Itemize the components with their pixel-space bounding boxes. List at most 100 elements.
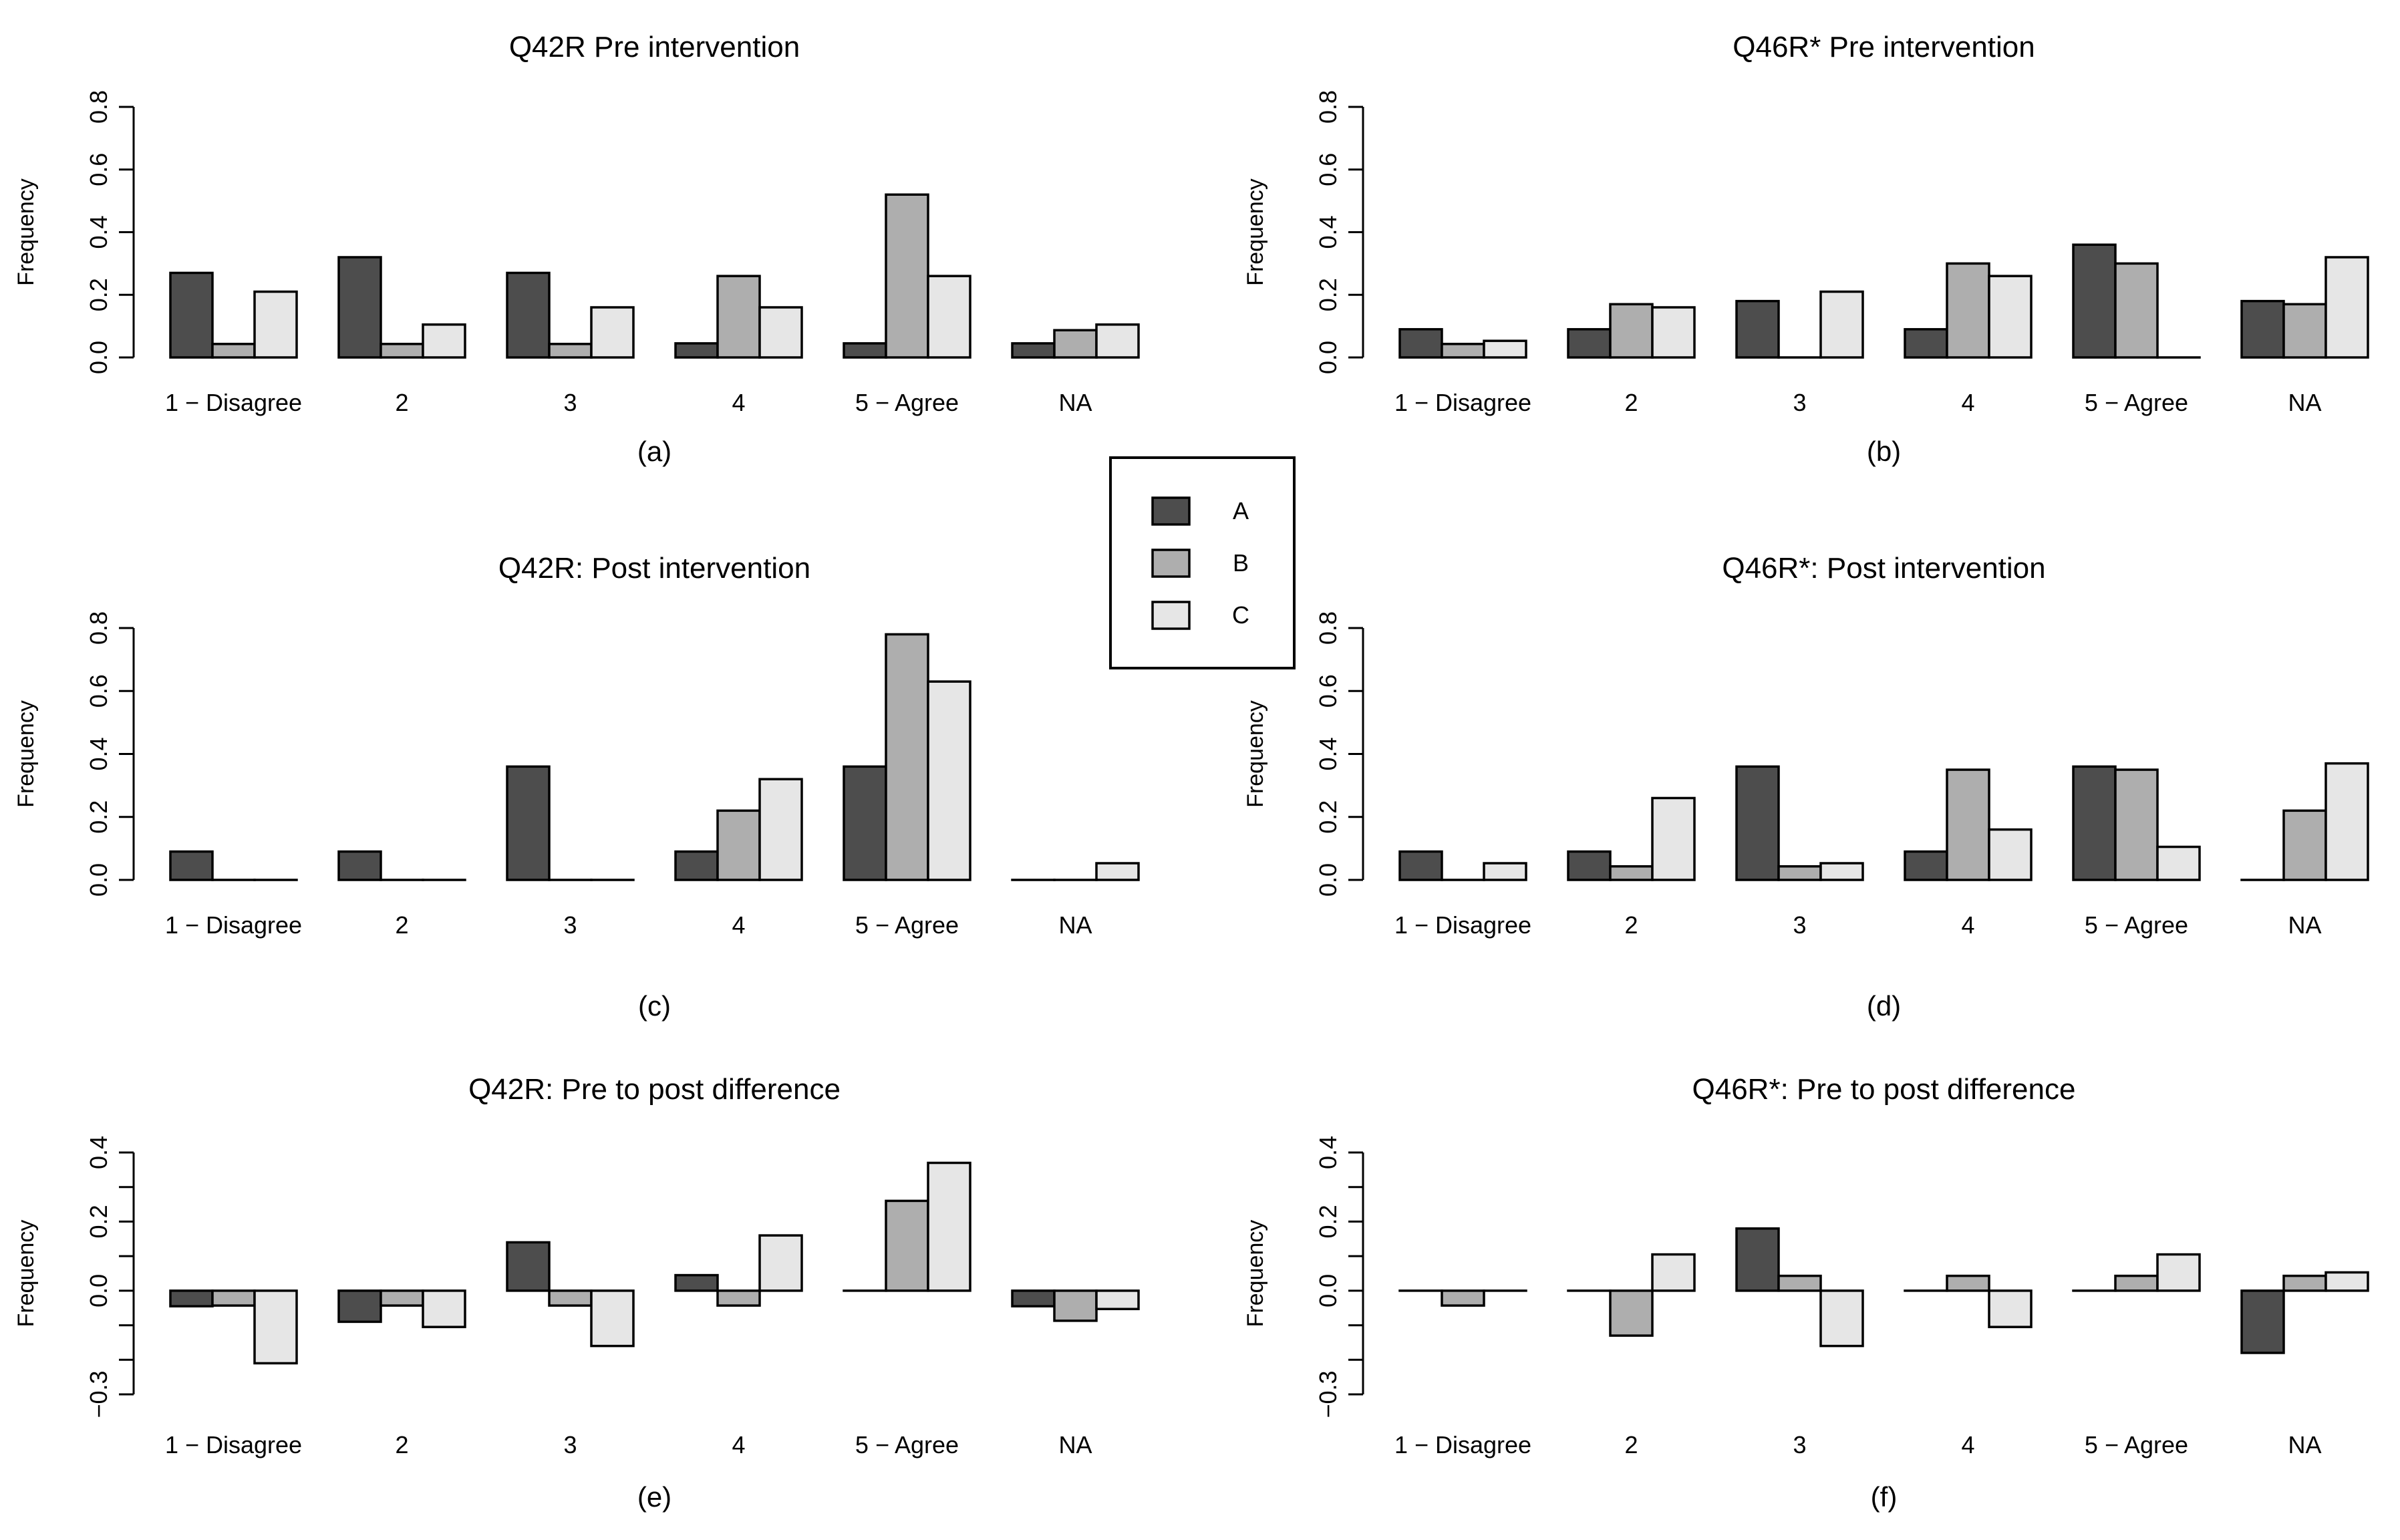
bar-b-5 — [1054, 330, 1096, 357]
bar-c-4 — [928, 276, 970, 357]
bar-a-2 — [507, 766, 549, 880]
bar-c-0 — [1484, 863, 1526, 880]
bar-b-0 — [212, 1291, 255, 1305]
x-category-label: 2 — [1624, 911, 1638, 939]
y-axis-label: Frequency — [1243, 1220, 1268, 1328]
y-tick-label: 0.4 — [1314, 215, 1342, 249]
bar-a-0 — [170, 1291, 212, 1306]
y-tick-label: 0.0 — [85, 341, 112, 374]
y-tick-label: 0.4 — [85, 215, 112, 249]
x-category-label: 1 − Disagree — [1394, 1431, 1531, 1458]
bar-c-5 — [1096, 325, 1139, 357]
bar-c-5 — [2326, 764, 2368, 880]
y-tick-label: 0.4 — [1314, 1136, 1342, 1169]
bar-c-1 — [1652, 1255, 1694, 1291]
x-category-label: 1 − Disagree — [1394, 389, 1531, 416]
bar-a-3 — [1905, 852, 1947, 880]
bar-a-4 — [844, 766, 886, 880]
y-axis-label: Frequency — [13, 178, 39, 286]
bar-b-2 — [549, 1291, 591, 1305]
x-category-label: 3 — [563, 911, 577, 939]
y-tick-label: 0.2 — [1314, 278, 1342, 311]
bar-a-4 — [844, 343, 886, 357]
y-tick-label: 0.4 — [85, 1136, 112, 1169]
bar-a-3 — [1905, 329, 1947, 357]
bar-c-2 — [1821, 292, 1863, 357]
y-tick-label: −0.3 — [85, 1370, 112, 1418]
y-axis-label: Frequency — [1243, 700, 1268, 808]
x-category-label: 3 — [1793, 389, 1806, 416]
bar-a-0 — [1400, 852, 1442, 880]
panel-caption: (a) — [637, 436, 671, 467]
y-tick-label: 0.8 — [1314, 90, 1342, 124]
y-axis-label: Frequency — [1243, 178, 1268, 286]
bar-c-3 — [760, 307, 802, 357]
bar-c-2 — [591, 307, 633, 357]
bar-c-4 — [2157, 847, 2200, 880]
x-category-label: NA — [2288, 1431, 2321, 1458]
bar-b-1 — [381, 1291, 423, 1305]
bar-c-2 — [1821, 863, 1863, 880]
bar-a-0 — [170, 852, 212, 880]
bar-c-1 — [423, 1291, 465, 1327]
bar-b-5 — [2284, 304, 2326, 357]
x-category-label: 3 — [1793, 1431, 1806, 1458]
y-tick-label: 0.2 — [85, 278, 112, 311]
y-tick-label: 0.6 — [1314, 674, 1342, 708]
y-tick-label: 0.8 — [85, 90, 112, 124]
panel-caption: (d) — [1867, 990, 1901, 1022]
bar-a-5 — [1012, 1291, 1054, 1306]
bar-c-0 — [1484, 341, 1526, 357]
y-tick-label: 0.0 — [1314, 341, 1342, 374]
bar-b-1 — [1610, 304, 1652, 357]
bar-a-2 — [1737, 1229, 1779, 1291]
y-tick-label: 0.8 — [1314, 611, 1342, 645]
x-category-label: 4 — [732, 911, 745, 939]
legend-label-b: B — [1233, 549, 1249, 577]
bar-c-0 — [255, 292, 297, 357]
y-tick-label: 0.2 — [1314, 1205, 1342, 1238]
panel-title: Q46R*: Post intervention — [1722, 552, 2045, 585]
bar-b-3 — [718, 1291, 760, 1305]
bar-c-5 — [1096, 1291, 1139, 1309]
bar-c-3 — [760, 779, 802, 880]
y-tick-label: 0.0 — [1314, 863, 1342, 897]
bar-b-1 — [1610, 1291, 1652, 1336]
panel-title: Q42R: Post intervention — [498, 552, 810, 585]
x-category-label: NA — [1058, 389, 1092, 416]
bar-c-4 — [928, 681, 970, 880]
bar-b-5 — [2284, 810, 2326, 880]
bar-c-4 — [928, 1163, 970, 1291]
bar-a-2 — [1737, 301, 1779, 357]
x-category-label: NA — [1058, 911, 1092, 939]
y-tick-label: 0.2 — [1314, 800, 1342, 834]
panel-caption: (f) — [1871, 1481, 1898, 1513]
x-category-label: NA — [2288, 389, 2321, 416]
bar-b-5 — [1054, 1291, 1096, 1321]
bar-b-2 — [1779, 1276, 1821, 1291]
y-tick-label: 0.6 — [85, 674, 112, 708]
x-category-label: 1 − Disagree — [165, 911, 302, 939]
bar-b-5 — [2284, 1276, 2326, 1291]
bar-b-0 — [212, 344, 255, 357]
bar-b-3 — [1947, 263, 1989, 357]
bar-b-4 — [886, 194, 928, 357]
y-tick-label: 0.4 — [1314, 737, 1342, 770]
x-category-label: 2 — [395, 1431, 408, 1458]
x-category-label: 5 − Agree — [2085, 911, 2188, 939]
y-tick-label: −0.3 — [1314, 1370, 1342, 1418]
bar-b-3 — [718, 276, 760, 357]
bar-c-0 — [255, 1291, 297, 1364]
bar-a-1 — [339, 852, 381, 880]
bar-a-2 — [1737, 766, 1779, 880]
bar-c-3 — [1989, 1291, 2031, 1327]
x-category-label: 1 − Disagree — [1394, 911, 1531, 939]
x-category-label: 2 — [395, 389, 408, 416]
bar-a-2 — [507, 273, 549, 357]
bar-b-3 — [1947, 770, 1989, 880]
bar-c-1 — [423, 325, 465, 357]
x-category-label: NA — [1058, 1431, 1092, 1458]
y-tick-label: 0.0 — [85, 863, 112, 897]
bar-b-0 — [1442, 344, 1484, 357]
